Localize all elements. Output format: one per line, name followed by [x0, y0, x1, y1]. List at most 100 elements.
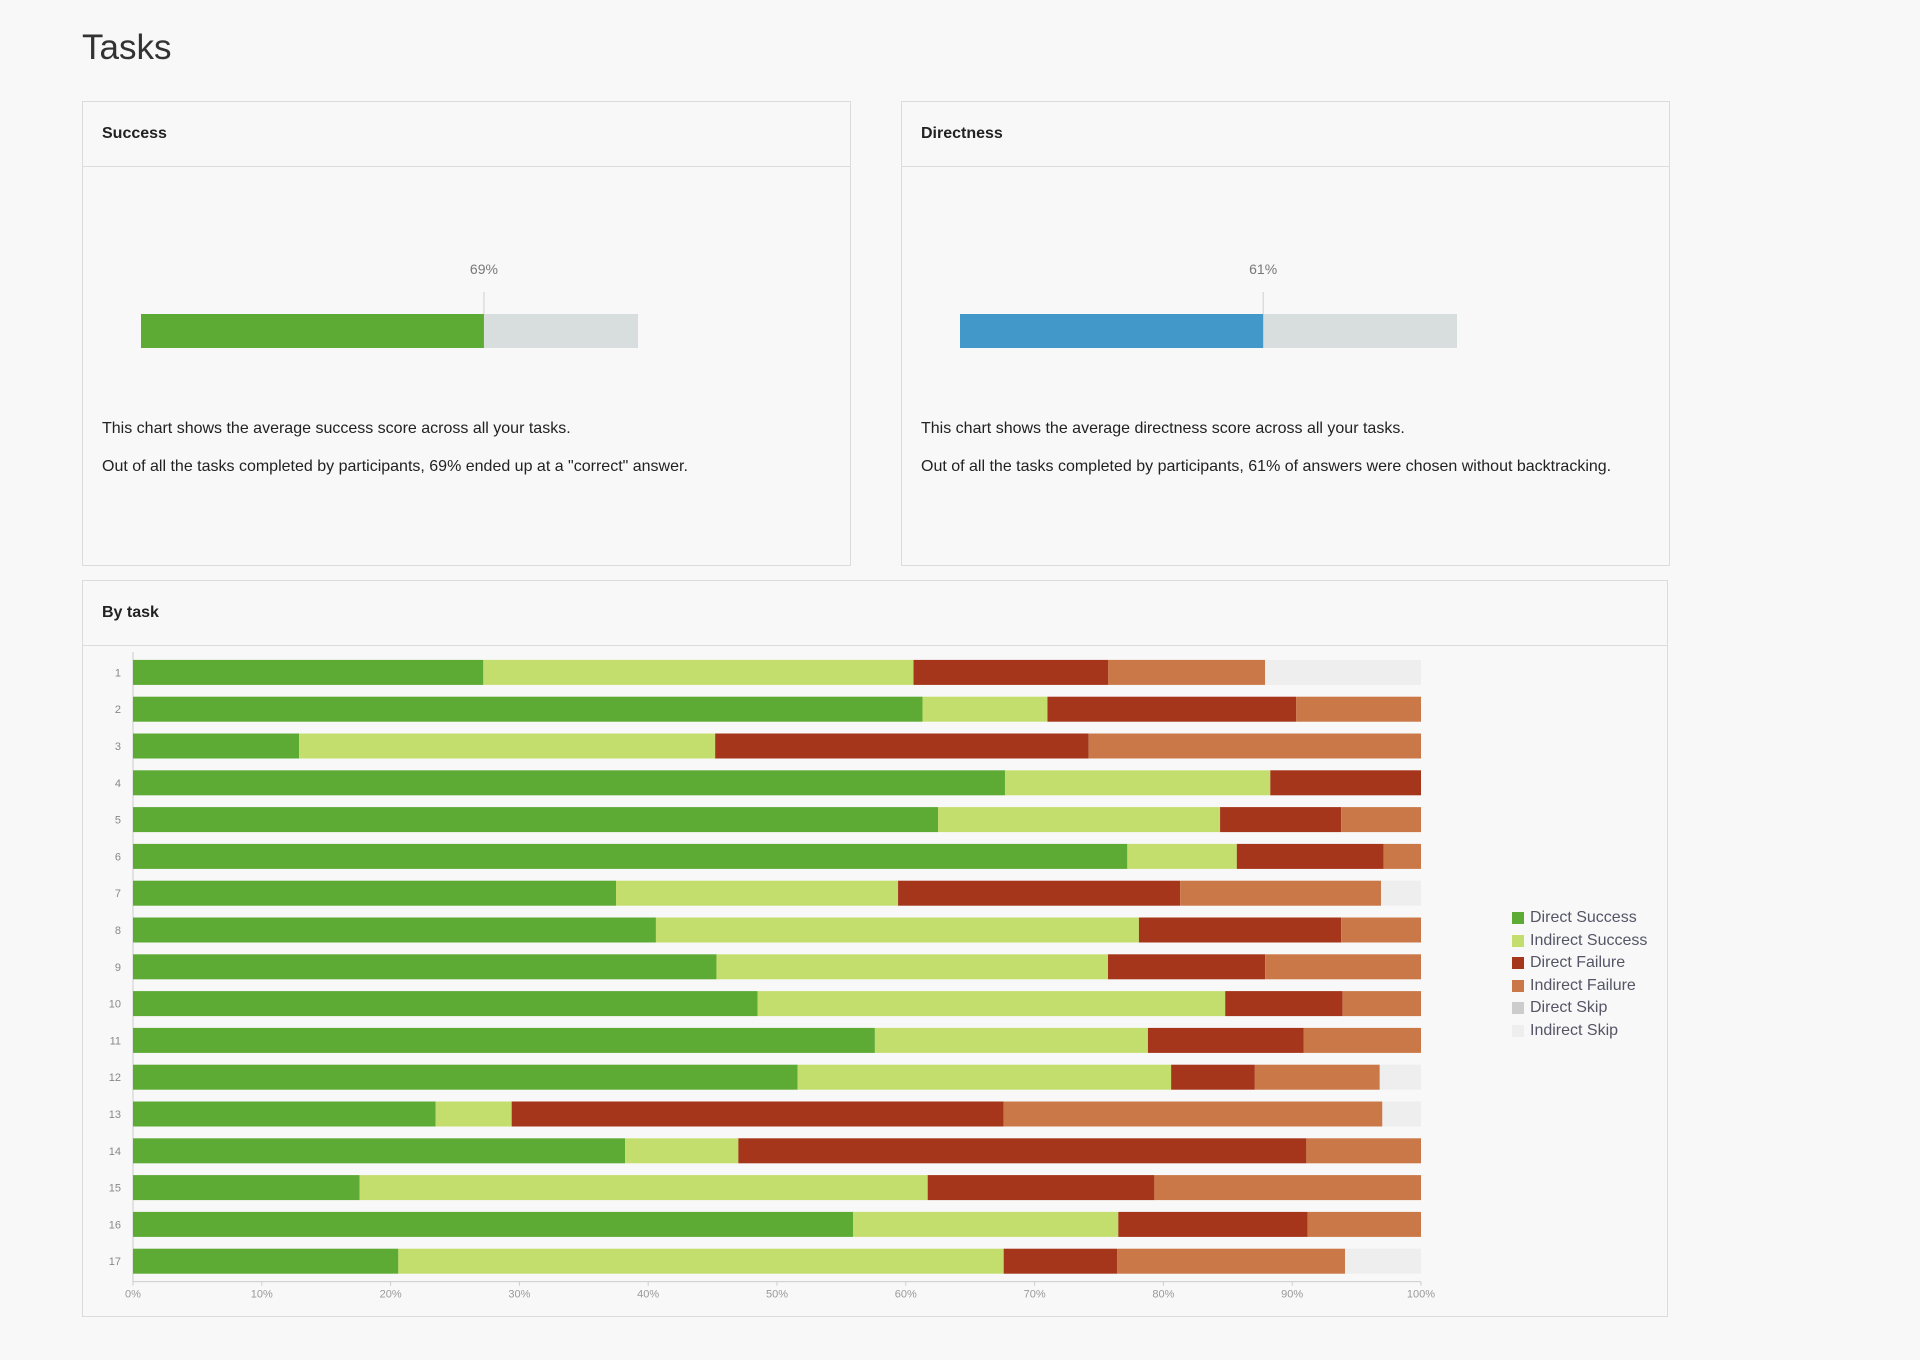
x-tick-label: 90%: [1281, 1289, 1303, 1301]
task-label: 13: [109, 1109, 121, 1121]
legend-swatch: [1512, 1002, 1524, 1015]
bar-segment: [299, 733, 716, 759]
by-task-header: By task: [83, 581, 1667, 646]
task-label: 3: [115, 741, 121, 753]
bar-segment: [898, 880, 1181, 906]
x-tick-label: 30%: [508, 1289, 530, 1301]
legend-label: Indirect Failure: [1530, 976, 1636, 994]
task-label: 5: [115, 815, 121, 827]
bar-segment: [133, 733, 300, 759]
bar-segment: [133, 917, 656, 943]
task-label: 8: [115, 925, 121, 937]
bar-segment: [398, 1248, 1004, 1274]
directness-detail: Out of all the tasks completed by partic…: [921, 458, 1612, 475]
bar-segment: [1225, 991, 1343, 1017]
legend-swatch: [1512, 1024, 1524, 1037]
bar-segment: [1154, 1175, 1421, 1201]
legend-item: Direct Skip: [1512, 997, 1647, 1020]
bar-segment: [1383, 843, 1421, 869]
x-tick-label: 100%: [1407, 1289, 1435, 1301]
bar-segment: [1108, 659, 1266, 685]
x-tick-label: 50%: [766, 1289, 788, 1301]
chart-legend: Direct Success Indirect Success Direct Fai…: [1512, 907, 1647, 1042]
bar-segment: [133, 1138, 626, 1164]
task-label: 10: [109, 999, 121, 1011]
legend-swatch: [1512, 979, 1524, 992]
directness-fill: [960, 314, 1264, 348]
task-label: 1: [115, 667, 121, 679]
bar-segment: [1254, 1064, 1380, 1090]
bar-segment: [1306, 1138, 1421, 1164]
task-label: 15: [109, 1183, 121, 1195]
bar-segment: [1270, 770, 1421, 796]
legend-label: Indirect Success: [1530, 931, 1648, 949]
bar-segment: [133, 1248, 399, 1274]
x-tick-label: 70%: [1024, 1289, 1046, 1301]
bar-segment: [625, 1138, 739, 1164]
x-tick-label: 80%: [1152, 1289, 1174, 1301]
bar-segment: [852, 1211, 1119, 1237]
task-label: 2: [115, 704, 121, 716]
bar-segment: [133, 843, 1128, 869]
bar-segment: [616, 880, 899, 906]
bar-segment: [1379, 1064, 1421, 1090]
bar-segment: [1127, 843, 1237, 869]
bar-segment: [1003, 1101, 1383, 1127]
bar-segment: [738, 1138, 1307, 1164]
success-value-label: 69%: [470, 261, 498, 277]
success-gauge: 69%020406080100: [141, 261, 638, 348]
x-tick-label: 20%: [380, 1289, 402, 1301]
legend-item: Direct Success: [1512, 907, 1647, 930]
bar-segment: [359, 1175, 928, 1201]
bar-segment: [1180, 880, 1382, 906]
bar-segment: [133, 1211, 853, 1237]
x-tick-label: 60%: [895, 1289, 917, 1301]
success-description: This chart shows the average success sco…: [102, 420, 571, 437]
bar-segment: [133, 1027, 875, 1053]
directness-panel: Directness 61%020406080100 This chart sh…: [901, 101, 1670, 566]
task-label: 11: [110, 1035, 121, 1047]
bar-segment: [133, 696, 923, 722]
bar-segment: [927, 1175, 1155, 1201]
bar-segment: [133, 770, 1005, 796]
directness-value-label: 61%: [1249, 261, 1277, 277]
bar-segment: [1341, 917, 1421, 943]
bar-segment: [1342, 991, 1421, 1017]
bar-segment: [1381, 880, 1421, 906]
bar-segment: [757, 991, 1226, 1017]
bar-segment: [1047, 696, 1297, 722]
bar-segment: [797, 1064, 1172, 1090]
legend-item: Indirect Skip: [1512, 1020, 1647, 1043]
success-detail: Out of all the tasks completed by partic…: [102, 458, 688, 475]
bar-segment: [1236, 843, 1384, 869]
task-label: 9: [115, 962, 121, 974]
bar-segment: [133, 954, 717, 980]
bar-segment: [1265, 954, 1421, 980]
bar-segment: [1147, 1027, 1304, 1053]
bar-segment: [938, 807, 1221, 833]
bar-segment: [1296, 696, 1421, 722]
bar-segment: [1118, 1211, 1308, 1237]
legend-label: Direct Skip: [1530, 999, 1608, 1017]
bar-segment: [1382, 1101, 1421, 1127]
bar-segment: [1341, 807, 1421, 833]
bar-segment: [874, 1027, 1148, 1053]
legend-label: Direct Success: [1530, 909, 1637, 927]
bar-segment: [483, 659, 914, 685]
bar-segment: [1117, 1248, 1346, 1274]
directness-gauge: 61%020406080100: [960, 261, 1457, 348]
success-fill: [141, 314, 484, 348]
x-tick-label: 10%: [251, 1289, 273, 1301]
x-tick-label: 0%: [125, 1289, 141, 1301]
bar-segment: [511, 1101, 1004, 1127]
bar-segment: [133, 880, 616, 906]
bar-segment: [715, 733, 1089, 759]
bar-segment: [1138, 917, 1342, 943]
directness-description: This chart shows the average directness …: [921, 420, 1405, 437]
bar-segment: [1307, 1211, 1421, 1237]
task-label: 14: [109, 1146, 121, 1158]
legend-label: Indirect Skip: [1530, 1021, 1619, 1039]
success-panel: Success 69%020406080100 This chart shows…: [82, 101, 851, 566]
bar-segment: [1303, 1027, 1421, 1053]
